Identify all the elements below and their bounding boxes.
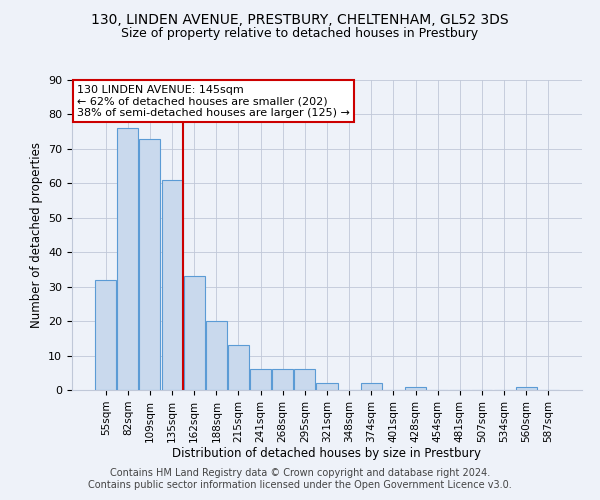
Bar	[295, 370, 316, 390]
Bar	[206, 321, 227, 390]
Bar	[515, 386, 536, 390]
Bar	[228, 345, 249, 390]
Text: Contains public sector information licensed under the Open Government Licence v3: Contains public sector information licen…	[88, 480, 512, 490]
Bar	[250, 370, 271, 390]
Bar	[184, 276, 205, 390]
Bar	[95, 280, 116, 390]
X-axis label: Distribution of detached houses by size in Prestbury: Distribution of detached houses by size …	[173, 448, 482, 460]
Bar	[405, 386, 426, 390]
Bar	[161, 180, 182, 390]
Bar	[118, 128, 139, 390]
Bar	[361, 383, 382, 390]
Text: Size of property relative to detached houses in Prestbury: Size of property relative to detached ho…	[121, 28, 479, 40]
Text: Contains HM Land Registry data © Crown copyright and database right 2024.: Contains HM Land Registry data © Crown c…	[110, 468, 490, 477]
Y-axis label: Number of detached properties: Number of detached properties	[29, 142, 43, 328]
Bar	[139, 138, 160, 390]
Bar	[272, 370, 293, 390]
Text: 130 LINDEN AVENUE: 145sqm
← 62% of detached houses are smaller (202)
38% of semi: 130 LINDEN AVENUE: 145sqm ← 62% of detac…	[77, 84, 350, 118]
Text: 130, LINDEN AVENUE, PRESTBURY, CHELTENHAM, GL52 3DS: 130, LINDEN AVENUE, PRESTBURY, CHELTENHA…	[91, 12, 509, 26]
Bar	[316, 383, 338, 390]
